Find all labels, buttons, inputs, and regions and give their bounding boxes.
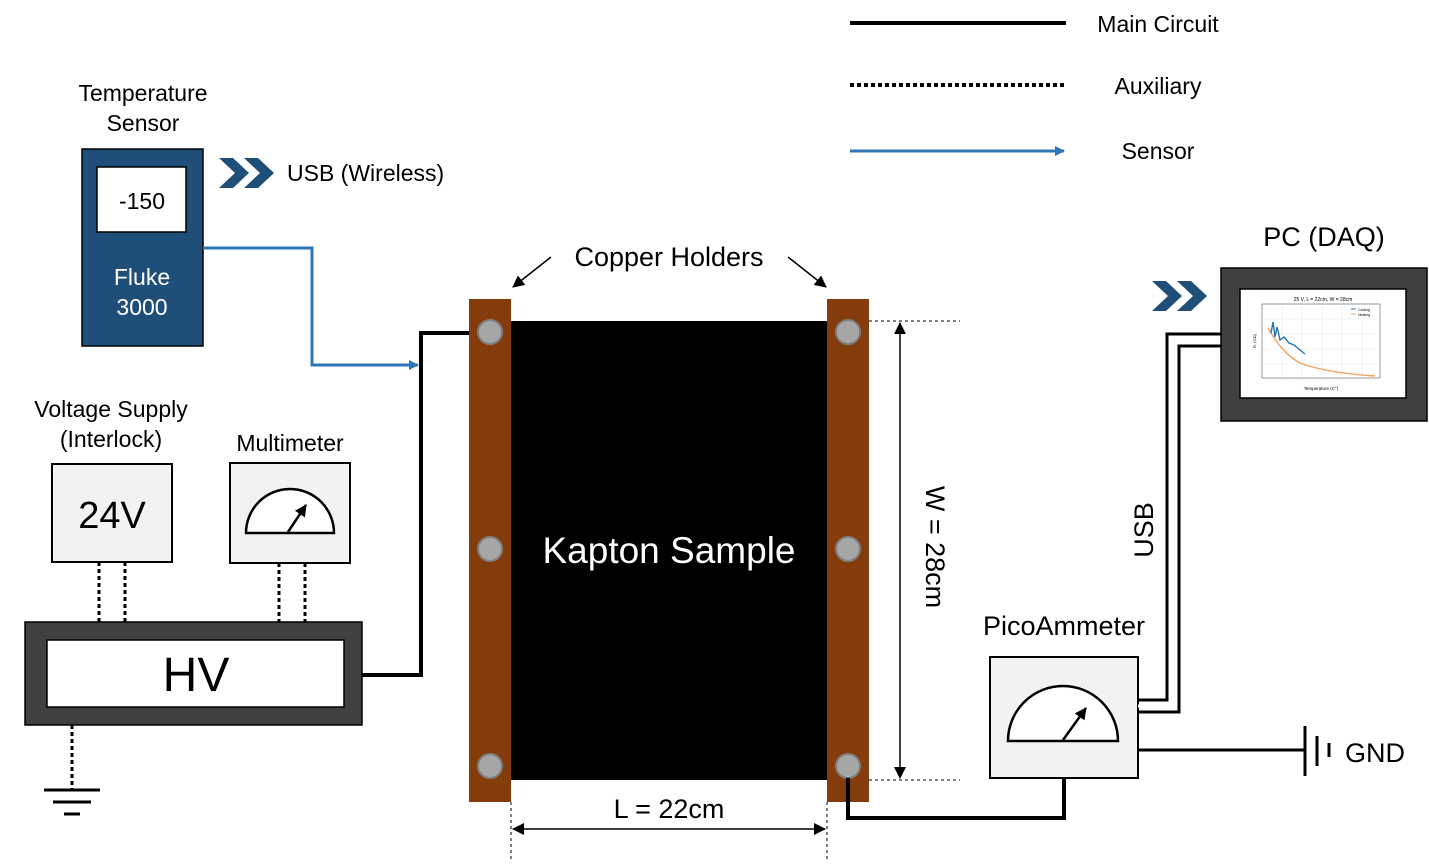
main-circuit-wire (846, 778, 1066, 820)
ground-icon (44, 788, 100, 816)
ground-icon (1303, 726, 1331, 776)
holder-screw (835, 536, 861, 562)
holder-screw (477, 319, 503, 345)
temperature-sensor-title-line1: Temperature (78, 80, 207, 106)
voltage-supply-value: 24V (78, 495, 146, 537)
multimeter-title: Multimeter (236, 430, 344, 456)
pc-plot-title: 25 V, L = 22cm, W = 28cm (1294, 297, 1353, 303)
ground-label: GND (1345, 738, 1405, 768)
wireless-chevron-icon (219, 158, 274, 188)
usb-cable (1138, 338, 1222, 708)
pc-daq: PC (DAQ) 25 V, L = 22cm, W = 28cm Coolin… (1152, 222, 1428, 422)
legend: Main Circuit Auxiliary Sensor (850, 11, 1219, 164)
kapton-sample-label: Kapton Sample (542, 530, 795, 571)
wireless-chevron-icon (1152, 281, 1207, 311)
holder-screw (835, 319, 861, 345)
voltage-supply: Voltage Supply (Interlock) 24V (34, 396, 188, 622)
holder-screw (835, 753, 861, 779)
usb-cable (1138, 344, 1222, 714)
kapton-sample-assembly: Kapton Sample Copper Holders W = 28cm L … (469, 242, 960, 862)
voltage-supply-title-line2: (Interlock) (60, 426, 162, 452)
legend-auxiliary-label: Auxiliary (1115, 73, 1202, 99)
pc-plot-xlabel: Temperature (C°) (1304, 386, 1339, 391)
multimeter: Multimeter (229, 430, 351, 622)
voltage-supply-title-line1: Voltage Supply (34, 396, 188, 422)
pc-screen-plot: 25 V, L = 22cm, W = 28cm Cooling Heating… (1252, 297, 1381, 391)
gauge-icon (1006, 684, 1120, 743)
holder-screw (477, 753, 503, 779)
copper-holders-pointer (787, 256, 827, 288)
fluke-display-value: -150 (119, 188, 165, 214)
voltage-supply-box (51, 463, 173, 563)
kapton-sample (510, 321, 828, 780)
pc-plot-legend-heating: Heating (1358, 313, 1370, 317)
gauge-icon (244, 487, 336, 535)
legend-main-circuit-label: Main Circuit (1097, 11, 1219, 37)
width-dimension-label: W = 28cm (920, 486, 950, 608)
usb-cable (1138, 332, 1222, 702)
fluke-brand-line2: 3000 (116, 294, 167, 320)
usb-label: USB (1129, 502, 1159, 558)
holder-screw (477, 536, 503, 562)
copper-holders-pointer (512, 256, 552, 288)
hv-panel (46, 639, 345, 708)
legend-sensor-label: Sensor (1122, 138, 1195, 164)
pc-plot-axes (1261, 303, 1381, 379)
hv-supply: HV (24, 621, 363, 816)
pc-title: PC (DAQ) (1263, 222, 1385, 252)
copper-holders-label: Copper Holders (574, 242, 763, 272)
pc-plot-legend-cooling: Cooling (1358, 308, 1370, 312)
sensor-wire (203, 246, 419, 370)
temperature-sensor-title-line2: Sensor (107, 110, 180, 136)
picoammeter: PicoAmmeter GND USB (983, 332, 1405, 779)
length-dimension-label: L = 22cm (614, 794, 725, 824)
main-circuit-wire (362, 331, 490, 677)
pc-plot-grid (1262, 304, 1380, 378)
fluke-display (96, 166, 187, 233)
pc-plot-ylabel: R, (GΩ) (1252, 333, 1257, 348)
pc-plot-heating-curve (1267, 327, 1376, 377)
pc-plot-cooling-curve (1270, 321, 1306, 355)
usb-wireless-label: USB (Wireless) (287, 160, 444, 186)
picoammeter-title: PicoAmmeter (983, 611, 1145, 641)
fluke-brand-line1: Fluke (114, 264, 170, 290)
hv-label: HV (163, 649, 230, 702)
temperature-sensor: Temperature Sensor -150 Fluke 3000 USB (… (78, 80, 444, 347)
